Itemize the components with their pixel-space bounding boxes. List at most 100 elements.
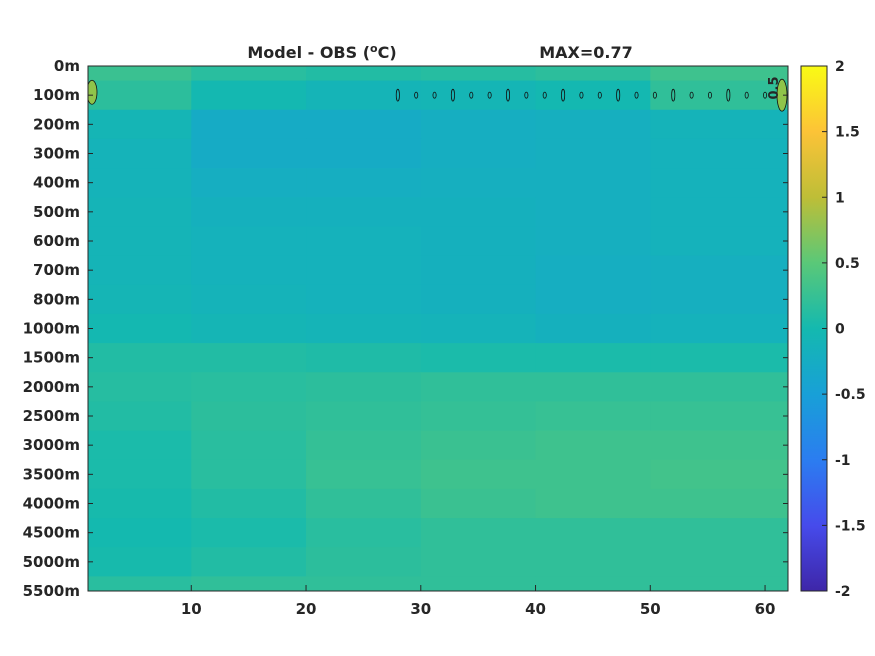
contour-line: [763, 91, 768, 99]
heatmap-cell: [88, 80, 192, 111]
heatmap-cell: [420, 197, 537, 227]
heatmap-cell: [535, 168, 651, 198]
heatmap-cell: [88, 66, 192, 82]
heatmap-cell: [650, 109, 788, 140]
colorbar-tick-label: 0: [835, 322, 845, 338]
heatmap-cell: [420, 109, 537, 140]
heatmap-cell: [191, 459, 307, 490]
heatmap-cell: [535, 459, 651, 490]
y-tick-label: 700m: [33, 261, 80, 279]
heatmap-cell: [191, 138, 307, 169]
colorbar-tick-label: -0.5: [835, 387, 866, 403]
y-tick-label: 200m: [33, 115, 80, 133]
heatmap-cell: [191, 430, 307, 461]
y-tick-label: 2000m: [23, 378, 80, 396]
y-tick-label: 2500m: [23, 407, 80, 425]
heatmap-cell: [650, 459, 788, 490]
heatmap-cell: [535, 401, 651, 432]
heatmap-cell: [420, 401, 537, 432]
heatmap-cell: [88, 109, 192, 140]
contour-line: [524, 91, 529, 99]
contour-line: [671, 88, 676, 102]
x-axis: 10 20 30 40 50 60: [181, 585, 775, 618]
y-tick-label: 3000m: [23, 436, 80, 454]
chart-title-sup: o: [370, 42, 378, 55]
heatmap-cell: [535, 343, 651, 373]
heatmap-cell: [306, 197, 422, 227]
heatmap-cell: [420, 313, 537, 344]
contour-line: [505, 88, 510, 102]
heatmap-cell: [535, 488, 651, 519]
contour-line: [414, 91, 419, 99]
x-tick-label: 50: [640, 600, 661, 618]
colorbar-tick-label: 1: [835, 190, 845, 206]
heatmap-cell: [535, 518, 651, 548]
heatmap-cell: [420, 226, 537, 257]
heatmap-cell: [420, 459, 537, 490]
heatmap-cell: [650, 80, 788, 111]
heatmap-cell: [420, 255, 537, 286]
contour-line: [744, 91, 749, 99]
contour-line: [395, 88, 400, 102]
heatmap-cell: [650, 138, 788, 169]
chart-title: Model - OBS (oC): [247, 42, 396, 62]
heatmap-cell: [650, 547, 788, 577]
heatmap-cell: [306, 459, 422, 490]
contour-line: [542, 91, 547, 99]
heatmap-cell: [306, 168, 422, 198]
heatmap-cell: [88, 313, 192, 344]
contour-lines: [88, 78, 788, 112]
heatmap-cell: [191, 547, 307, 577]
heatmap-cell: [535, 197, 651, 227]
x-tick-label: 20: [296, 600, 317, 618]
contour-line: [652, 91, 657, 99]
heatmap-cell: [191, 576, 307, 591]
heatmap-cell: [306, 518, 422, 548]
heatmap-cell: [420, 66, 537, 82]
heatmap-cell: [306, 313, 422, 344]
heatmap-cell: [420, 168, 537, 198]
heatmap-cell: [306, 547, 422, 577]
heatmap-cell: [420, 372, 537, 402]
heatmap-cell: [650, 518, 788, 548]
heatmap-cell: [535, 547, 651, 577]
contour-label: 0.5: [767, 76, 782, 99]
heatmap-area: [88, 66, 788, 591]
heatmap-cell: [88, 488, 192, 519]
heatmap-cell: [420, 430, 537, 461]
heatmap-cell: [306, 401, 422, 432]
x-tick-label: 40: [525, 600, 546, 618]
colorbar: 2 1.5 1 0.5 0 -0.5 -1 -1.5 -2: [800, 59, 866, 600]
heatmap-cell: [88, 576, 192, 591]
heatmap-cell: [88, 518, 192, 548]
heatmap-cell: [88, 168, 192, 198]
colorbar-ticks: 2 1.5 1 0.5 0 -0.5 -1 -1.5 -2: [822, 59, 866, 600]
heatmap-cell: [191, 226, 307, 257]
x-tick-label: 10: [181, 600, 202, 618]
heatmap-cell: [191, 80, 307, 111]
contour-line: [616, 88, 621, 102]
heatmap-cell: [306, 80, 422, 111]
max-label: MAX=0.77: [539, 43, 633, 62]
y-tick-label: 500m: [33, 203, 80, 221]
colorbar-tick-label: 1.5: [835, 125, 860, 141]
contour-line: [561, 88, 566, 102]
heatmap-cell: [88, 459, 192, 490]
heatmap-cell: [650, 197, 788, 227]
heatmap-cell: [420, 343, 537, 373]
contour-line: [432, 91, 437, 99]
heatmap-cell: [650, 66, 788, 82]
colorbar-tick-label: 2: [835, 59, 845, 75]
contour-line: [88, 79, 98, 105]
heatmap-cell: [306, 284, 422, 315]
heatmap-cell: [306, 138, 422, 169]
heatmap-cell: [535, 372, 651, 402]
heatmap-cell: [306, 109, 422, 140]
heatmap-cell: [88, 401, 192, 432]
heatmap-cell: [535, 255, 651, 286]
heatmap-cell: [88, 138, 192, 169]
heatmap-cell: [88, 284, 192, 315]
heatmap-cell: [88, 255, 192, 286]
heatmap-cell: [650, 255, 788, 286]
heatmap-cell: [420, 576, 537, 591]
